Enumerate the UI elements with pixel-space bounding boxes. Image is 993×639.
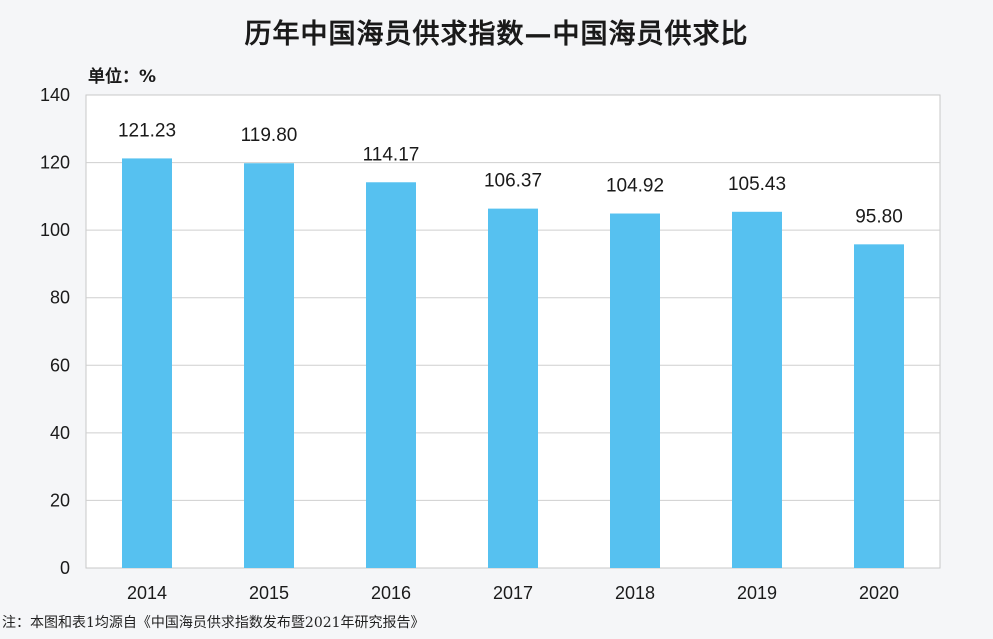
x-tick-label: 2016	[371, 583, 411, 603]
data-label: 106.37	[484, 171, 542, 192]
bar-2017	[488, 208, 538, 569]
y-tick-label: 40	[50, 423, 70, 443]
bar-2016	[366, 182, 416, 568]
data-label: 105.43	[728, 174, 786, 195]
y-tick-label: 0	[60, 558, 70, 578]
x-tick-label: 2015	[249, 583, 289, 603]
data-label: 114.17	[363, 144, 420, 165]
data-label: 95.80	[855, 206, 903, 227]
data-labels: 121.23 119.80 114.17 106.37 104.92 105.43 95.8…	[118, 120, 903, 227]
x-tick-label: 2019	[737, 583, 777, 603]
bars	[122, 158, 904, 569]
bar-2018	[610, 213, 660, 569]
y-tick-label: 100	[40, 220, 70, 240]
x-tick-label: 2020	[859, 583, 899, 603]
x-tick-label: 2017	[493, 583, 533, 603]
unit-label: 单位：%	[88, 67, 157, 87]
x-axis-tick-labels: 2014 2015 2016 2017 2018 2019 2020	[127, 583, 899, 603]
footnote: 注：本图和表1均源自《中国海员供求指数发布暨2021年研究报告》	[2, 615, 425, 631]
y-tick-label: 140	[40, 85, 70, 105]
y-axis-tick-labels: 0 20 40 60 80 100 120 140	[40, 85, 70, 578]
chart-title: 历年中国海员供求指数—中国海员供求比	[244, 19, 749, 50]
bar-2015	[244, 163, 294, 569]
x-tick-label: 2014	[127, 583, 167, 603]
y-tick-label: 60	[50, 355, 70, 375]
bar-2020	[854, 244, 904, 568]
x-tick-label: 2018	[615, 583, 655, 603]
y-tick-label: 120	[40, 153, 70, 173]
y-tick-label: 20	[50, 490, 70, 510]
data-label: 121.23	[118, 120, 176, 141]
y-tick-label: 80	[50, 288, 70, 308]
bar-2019	[732, 211, 782, 568]
data-label: 104.92	[606, 176, 664, 197]
bar-2014	[122, 158, 172, 569]
data-label: 119.80	[241, 125, 298, 146]
